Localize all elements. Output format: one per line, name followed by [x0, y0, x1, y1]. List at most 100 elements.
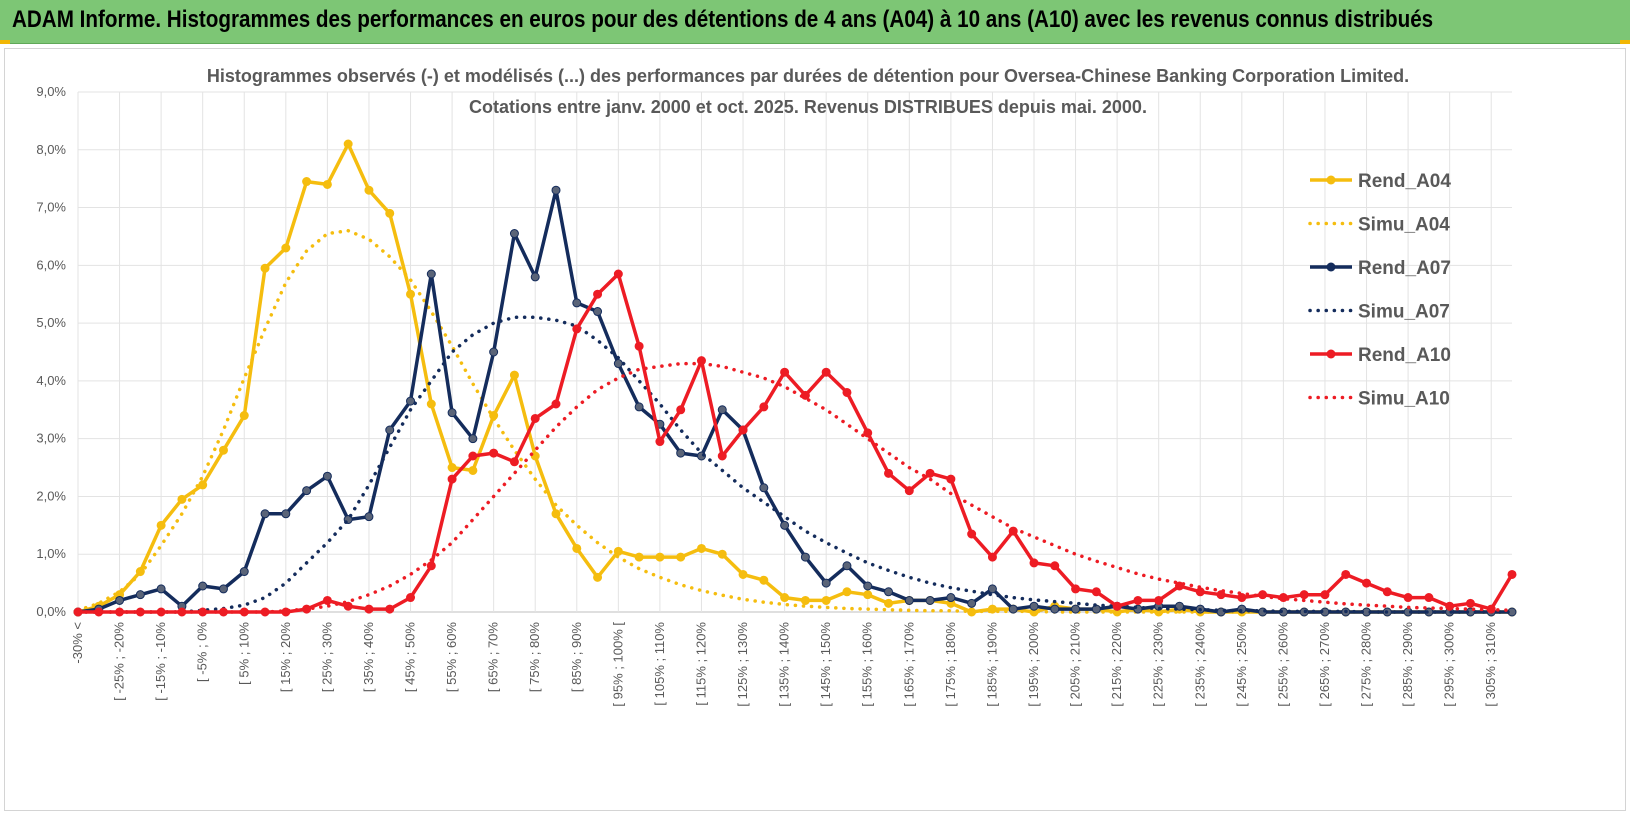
data-point: [509, 370, 519, 380]
x-tick-label: [ 165% ; 170%: [901, 622, 916, 707]
data-point: [1112, 601, 1122, 611]
data-point: [135, 590, 145, 600]
legend-item-rend-a07: Rend_A07: [1310, 258, 1451, 279]
chart-subtitle: Cotations entre janv. 2000 et oct. 2025.…: [469, 97, 1147, 117]
grid-layer: [77, 91, 1512, 613]
data-point: [884, 468, 894, 478]
data-point: [572, 298, 582, 308]
legend-label: Simu_A04: [1358, 215, 1450, 236]
data-point: [1029, 558, 1039, 568]
corner-accent-right: [1620, 40, 1630, 44]
data-point: [426, 269, 436, 279]
data-point: [489, 347, 499, 357]
series-line: [76, 361, 1514, 614]
report-title: ADAM Informe. Histogrammes des performan…: [12, 6, 1434, 33]
data-point: [551, 509, 561, 519]
data-point: [1403, 593, 1413, 603]
data-point: [1237, 593, 1247, 603]
data-point: [593, 572, 603, 582]
legend: Rend_A04 Simu_A04 Rend_A07 Simu_A07 Rend_A10…: [1308, 171, 1451, 410]
x-tick-label: [ 15% ; 20%: [278, 622, 293, 693]
x-tick-label: [ 225% ; 230%: [1151, 622, 1166, 707]
series-simu-a04: [76, 228, 1514, 614]
data-point: [115, 595, 125, 605]
data-point: [821, 578, 831, 588]
x-tick-label: [ 105% ; 110%: [652, 622, 667, 706]
data-point: [593, 307, 603, 317]
y-tick-label: 4,0%: [36, 373, 66, 388]
x-tick-label: [ 155% ; 160%: [860, 622, 875, 707]
data-point: [322, 471, 332, 481]
data-point: [1050, 604, 1060, 614]
y-tick-label: 0,0%: [36, 604, 66, 619]
x-tick-label: [ 215% ; 220%: [1109, 622, 1124, 707]
data-point: [863, 428, 873, 438]
data-point: [406, 593, 416, 603]
legend-item-simu-a07: Simu_A07: [1308, 302, 1450, 323]
data-point: [676, 448, 686, 458]
data-point: [904, 595, 914, 605]
data-point: [925, 468, 935, 478]
y-tick-label: 3,0%: [36, 431, 66, 446]
x-tick-label: [ 205% ; 210%: [1068, 622, 1083, 707]
data-point: [655, 552, 665, 562]
x-tick-label: [ 25% ; 30%: [319, 622, 334, 693]
data-point: [717, 549, 727, 559]
data-point: [842, 561, 852, 571]
data-point: [987, 584, 997, 594]
data-point: [198, 581, 208, 591]
data-point: [676, 552, 686, 562]
data-point: [1465, 598, 1475, 608]
data-point: [218, 584, 228, 594]
data-point: [946, 593, 956, 603]
series-rend-a10: [73, 269, 1517, 617]
data-point: [904, 486, 914, 496]
data-point: [696, 543, 706, 553]
data-point: [198, 480, 208, 490]
data-point: [1091, 587, 1101, 597]
data-point: [634, 552, 644, 562]
data-point: [509, 229, 519, 239]
data-point: [842, 587, 852, 597]
series-rend-a04: [73, 139, 1517, 617]
x-tick-label: [ 125% ; 130%: [735, 622, 750, 707]
series-line: [76, 315, 1514, 614]
data-point: [426, 399, 436, 409]
data-point: [1050, 561, 1060, 571]
legend-item-rend-a10: Rend_A10: [1310, 345, 1451, 366]
data-point: [343, 139, 353, 149]
data-point: [489, 448, 499, 458]
y-tick-label: 1,0%: [36, 546, 66, 561]
series-simu-a10: [76, 361, 1514, 614]
data-point: [260, 509, 270, 519]
data-point: [780, 520, 790, 530]
data-point: [1216, 590, 1226, 600]
series-line: [78, 272, 1514, 614]
data-point: [322, 595, 332, 605]
data-point: [281, 509, 291, 519]
data-point: [302, 604, 312, 614]
data-point: [946, 474, 956, 484]
data-point: [447, 474, 457, 484]
data-point: [1154, 595, 1164, 605]
data-point: [738, 425, 748, 435]
legend-marker: [1326, 349, 1336, 359]
data-point: [385, 425, 395, 435]
y-tick-label: 6,0%: [36, 257, 66, 272]
data-point: [551, 399, 561, 409]
data-point: [884, 598, 894, 608]
data-point: [447, 463, 457, 473]
x-tick-label: [ 265% ; 270%: [1317, 622, 1332, 707]
data-point: [759, 402, 769, 412]
data-point: [468, 434, 478, 444]
y-tick-label: 7,0%: [36, 200, 66, 215]
data-point: [759, 575, 769, 585]
data-point: [1507, 569, 1517, 579]
data-point: [218, 445, 228, 455]
x-tick-label: [ -25% ; -20%: [112, 622, 127, 701]
x-tick-label: -30% <: [70, 622, 85, 664]
data-point: [925, 595, 935, 605]
x-tick-label: [ -15% ; -10%: [153, 622, 168, 701]
data-point: [447, 408, 457, 418]
x-tick-label: [ 275% ; 280%: [1359, 622, 1374, 707]
